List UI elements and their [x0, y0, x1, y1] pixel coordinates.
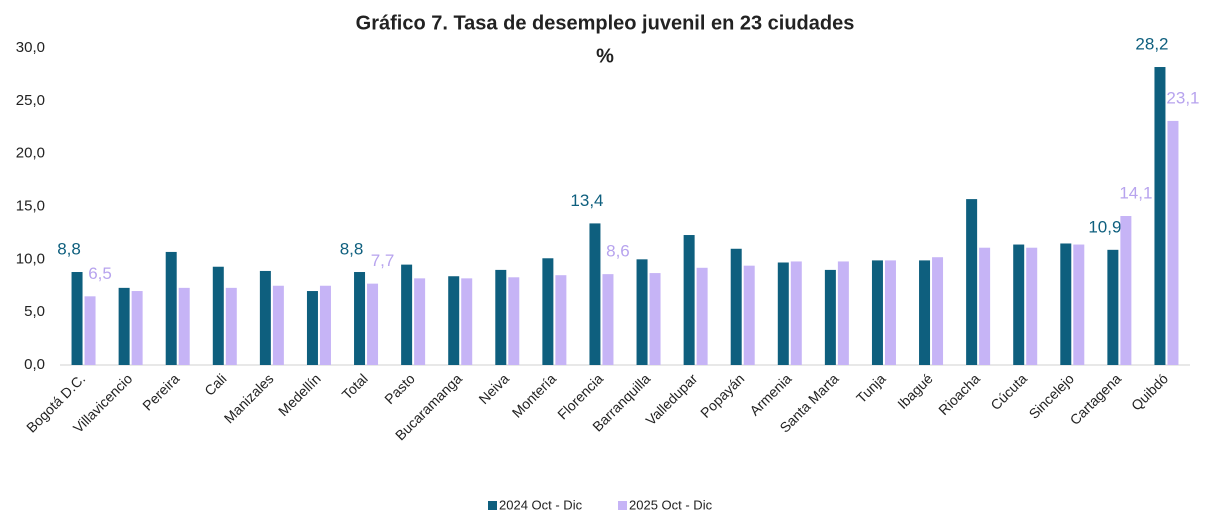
bar [602, 274, 614, 365]
bar [1154, 67, 1166, 366]
bar [871, 260, 883, 365]
x-tick-label: Rioacha [935, 370, 983, 418]
x-tick-label: Valledupar [642, 370, 700, 428]
data-label: 23,1 [1166, 88, 1199, 107]
chart-subtitle: % [596, 45, 614, 67]
bar [495, 269, 507, 365]
x-tick-label: Neiva [475, 370, 512, 407]
bar [636, 259, 648, 365]
bar [542, 258, 554, 365]
bar [555, 275, 567, 365]
data-label: 10,9 [1088, 217, 1121, 236]
bar [354, 272, 366, 365]
bar [884, 260, 896, 365]
x-tick-label: Popayán [697, 370, 747, 420]
legend-swatch [488, 501, 497, 510]
data-label: 14,1 [1119, 183, 1152, 202]
chart-title: Gráfico 7. Tasa de desempleo juvenil en … [356, 12, 855, 34]
bar [919, 260, 931, 365]
bar [696, 267, 708, 365]
bar [966, 199, 978, 365]
bar [225, 287, 237, 365]
bar [730, 248, 742, 365]
bar [777, 262, 789, 365]
x-tick-label: Montería [509, 370, 560, 421]
data-label: 13,4 [570, 191, 603, 210]
data-label: 7,7 [371, 251, 395, 270]
x-tick-label: Pasto [381, 370, 418, 407]
legend-label: 2024 Oct - Dic [499, 497, 583, 512]
y-tick-label: 30,0 [16, 39, 45, 56]
x-tick-label: Cúcuta [987, 370, 1030, 413]
y-tick-label: 20,0 [16, 145, 45, 162]
bar [1120, 216, 1132, 365]
x-tick-label: Ibagué [894, 370, 936, 412]
x-tick-label: Quibdó [1128, 370, 1171, 413]
x-tick-label: Pereira [139, 370, 182, 413]
bar [178, 287, 190, 365]
y-tick-label: 5,0 [24, 303, 45, 320]
y-tick-label: 25,0 [16, 92, 45, 109]
bar [1073, 244, 1085, 365]
x-tick-label: Total [339, 370, 371, 402]
bar [790, 261, 802, 365]
y-tick-label: 0,0 [24, 356, 45, 373]
bar [71, 272, 83, 365]
data-label: 28,2 [1135, 35, 1168, 54]
y-tick-label: 15,0 [16, 197, 45, 214]
bar [1013, 244, 1025, 365]
bar [824, 269, 836, 365]
y-tick-label: 10,0 [16, 250, 45, 267]
bar [589, 223, 601, 365]
bar [272, 285, 284, 365]
bar [448, 276, 460, 365]
bar [84, 296, 96, 365]
bar [743, 265, 755, 365]
x-tick-label: Tunja [853, 370, 889, 406]
bar [1060, 243, 1072, 365]
bar [837, 261, 849, 365]
data-label: 6,5 [88, 264, 112, 283]
bar [319, 285, 331, 365]
bar [979, 247, 991, 365]
x-tick-label: Medellín [275, 370, 324, 419]
legend-label: 2025 Oct - Dic [629, 497, 713, 512]
legend-swatch [618, 501, 627, 510]
bar [306, 291, 318, 365]
bar [1167, 120, 1179, 365]
x-tick-label: Manizales [221, 370, 277, 426]
bar [131, 291, 143, 365]
x-tick-label: Armenia [746, 370, 794, 418]
bar [461, 278, 473, 365]
bar [932, 257, 944, 365]
bar [118, 287, 130, 365]
bar [401, 264, 413, 365]
bar [508, 277, 520, 365]
bar [649, 273, 661, 365]
bar [259, 270, 271, 365]
bar [212, 266, 224, 365]
data-label: 8,8 [57, 239, 81, 258]
data-label: 8,8 [340, 239, 364, 258]
bar [414, 278, 426, 365]
x-tick-label: Cali [201, 370, 229, 398]
data-label: 8,6 [606, 242, 630, 261]
x-tick-label: Cartagena [1067, 370, 1125, 428]
bar [1026, 247, 1038, 365]
bar [683, 235, 695, 365]
bar [1107, 249, 1119, 365]
bar [367, 283, 379, 365]
bar [165, 251, 177, 365]
